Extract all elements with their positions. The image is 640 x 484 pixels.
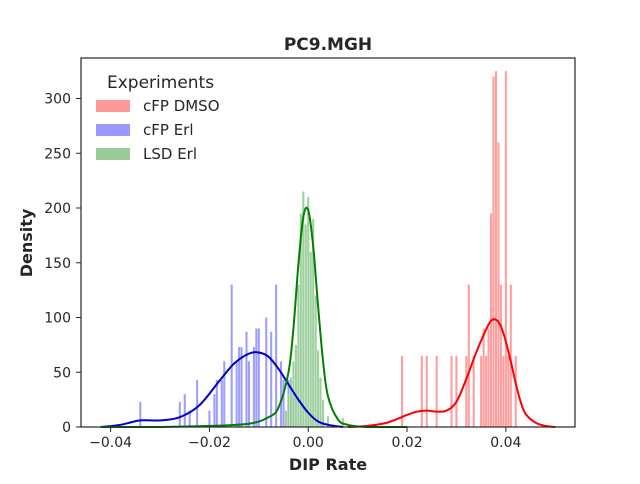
histogram-bar <box>465 355 468 427</box>
histogram-bar <box>307 197 310 427</box>
kde-curve <box>347 318 556 428</box>
histogram-bar <box>188 410 191 427</box>
y-tick-label: 100 <box>44 311 71 327</box>
histogram-bar <box>292 361 295 427</box>
y-tick-label: 50 <box>53 365 71 381</box>
histogram-bar <box>482 328 485 427</box>
histogram-bar <box>467 284 470 427</box>
histogram-bar <box>240 347 243 427</box>
histogram-bar <box>265 317 268 427</box>
histogram-bar <box>514 355 517 427</box>
histogram-bar <box>223 361 226 427</box>
histogram-bar <box>499 284 502 427</box>
histogram-bar <box>435 355 438 427</box>
histogram-bar <box>245 331 248 427</box>
y-tick-label: 150 <box>44 256 71 272</box>
legend-swatch <box>96 148 130 160</box>
histogram-bar <box>504 71 507 427</box>
x-tick-label: 0.02 <box>391 435 422 451</box>
y-tick-label: 250 <box>44 146 71 162</box>
histogram-bar <box>282 379 285 427</box>
histogram-bar <box>420 355 423 427</box>
histogram-bar <box>294 344 297 427</box>
histogram-bar <box>213 394 216 427</box>
histogram-bar <box>455 355 458 427</box>
histogram-bar <box>196 379 199 427</box>
histogram-bar <box>497 142 500 427</box>
histogram-bar <box>494 71 497 427</box>
histogram-bar <box>257 328 260 427</box>
y-axis-label: Density <box>17 208 36 277</box>
histogram-bar <box>289 377 292 427</box>
histogram-bar <box>322 399 325 427</box>
histogram-bar <box>487 328 490 427</box>
histogram-bar <box>280 361 283 427</box>
histogram-bar <box>302 191 305 427</box>
histogram-bar <box>270 331 273 427</box>
histogram-bar <box>309 251 312 427</box>
histogram-bar <box>502 355 505 427</box>
histogram-bar <box>183 394 186 427</box>
histogram-bar <box>401 355 404 427</box>
kde-curves <box>100 206 556 428</box>
x-axis-label: DIP Rate <box>289 455 367 474</box>
y-tick-label: 200 <box>44 201 71 217</box>
histogram-bar <box>284 410 288 427</box>
kde-curve <box>100 351 343 428</box>
histogram-bar <box>507 355 510 427</box>
histogram-bar <box>485 355 488 427</box>
legend-label: cFP DMSO <box>143 97 220 115</box>
histogram-bar <box>472 355 475 427</box>
histogram-bar <box>304 224 307 427</box>
histogram-bar <box>178 401 181 427</box>
histogram-bar <box>326 416 330 427</box>
legend-swatch <box>96 100 130 112</box>
axes: −0.04 −0.02 0.00 0.02 0.04 0 50 100 150 200 250 300 <box>44 57 576 451</box>
kde-curve <box>100 206 408 428</box>
histogram-bar <box>275 284 278 427</box>
histogram-bar <box>425 355 428 427</box>
histogram-bar <box>139 401 142 427</box>
x-tick-label: 0.00 <box>293 435 324 451</box>
x-tick-label: −0.02 <box>188 435 231 451</box>
histogram-bar <box>480 355 483 427</box>
legend-label: LSD Erl <box>143 145 197 163</box>
legend: Experiments cFP DMSO cFP Erl LSD Erl <box>96 73 220 163</box>
histogram-bar <box>509 284 512 427</box>
histogram-bars <box>139 71 517 427</box>
x-tick-label: −0.04 <box>89 435 132 451</box>
plot-frame <box>80 57 576 428</box>
histogram-bar <box>208 410 211 427</box>
y-tick-label: 0 <box>62 420 71 436</box>
histogram-bar <box>215 379 218 427</box>
histogram-bar <box>287 394 290 427</box>
histogram-bar <box>247 361 250 427</box>
histogram-bar <box>299 213 302 427</box>
legend-title: Experiments <box>107 73 214 93</box>
histogram-bar <box>220 379 223 427</box>
histogram-bar <box>314 295 317 427</box>
chart-title: PC9.MGH <box>284 35 372 55</box>
histogram-bar <box>492 76 495 427</box>
histogram-bar <box>255 328 258 427</box>
histogram-bar <box>312 218 315 427</box>
histogram-bar <box>319 377 322 427</box>
legend-label: cFP Erl <box>143 121 194 139</box>
histogram-bar <box>317 350 320 427</box>
histogram-bar <box>450 355 453 427</box>
legend-swatch <box>96 124 130 136</box>
y-tick-label: 300 <box>44 92 71 108</box>
histogram-bar <box>235 361 238 427</box>
histogram-bar <box>297 284 300 427</box>
x-tick-label: 0.04 <box>490 435 521 451</box>
histogram-bar <box>238 347 241 427</box>
histogram-bar <box>230 284 233 427</box>
histogram-bar <box>252 347 255 427</box>
